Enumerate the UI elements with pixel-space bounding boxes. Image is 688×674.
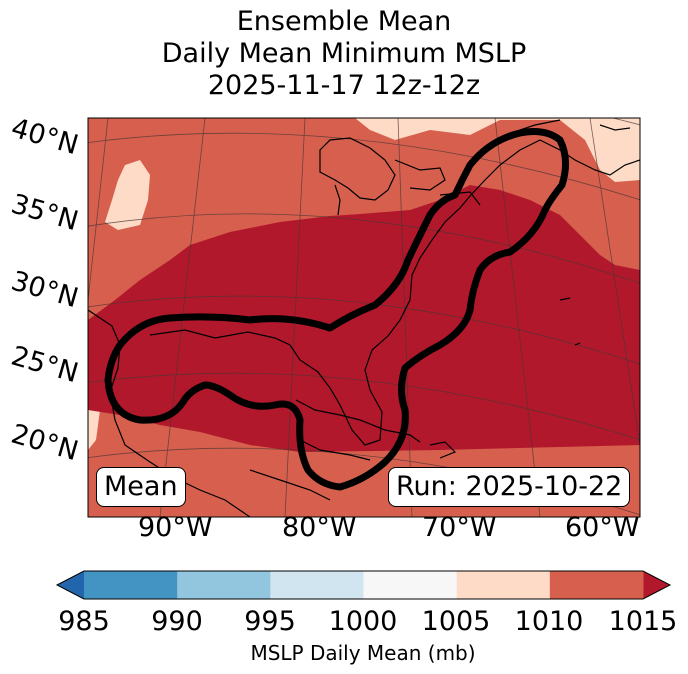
colorbar <box>55 570 672 600</box>
title-line-1: Ensemble Mean <box>236 6 452 37</box>
colorbar-over-arrow <box>643 571 670 599</box>
colorbar-tick-995: 995 <box>244 606 296 637</box>
colorbar-bin-1010-1015 <box>549 571 644 599</box>
colorbar-bin-1000-1005 <box>363 571 458 599</box>
coastlines <box>88 119 640 517</box>
graticule <box>88 118 640 517</box>
colorbar-tick-990: 990 <box>151 606 203 637</box>
colorbar-tick-985: 985 <box>58 606 110 637</box>
map-panel <box>88 118 640 517</box>
colorbar-tick-1015: 1015 <box>608 606 678 637</box>
colorbar-bin-995-1000 <box>270 571 364 599</box>
run-date-badge: Run: 2025-10-22 <box>388 467 631 507</box>
colorbar-label: MSLP Daily Mean (mb) <box>250 641 476 665</box>
pressure-high-patch-west <box>105 160 150 230</box>
lon-label-90w: 90°W <box>138 512 213 543</box>
colorbar-bin-985-990 <box>84 571 178 599</box>
colorbar-tick-1005: 1005 <box>421 606 491 637</box>
pressure-high-patch-ne <box>355 118 640 182</box>
map-frame <box>87 117 641 518</box>
colorbar-bin-990-995 <box>177 571 271 599</box>
mean-pressure-contour <box>104 128 569 491</box>
mean-badge: Mean <box>96 467 186 507</box>
colorbar-tick-1010: 1010 <box>514 606 584 637</box>
title-line-3: 2025-11-17 12z-12z <box>207 70 481 101</box>
colorbar-under-arrow <box>57 571 84 599</box>
colorbar-tick-1000: 1000 <box>328 606 398 637</box>
title-line-2: Daily Mean Minimum MSLP <box>161 38 527 69</box>
lon-label-70w: 70°W <box>422 512 497 543</box>
lon-label-80w: 80°W <box>282 512 357 543</box>
colorbar-outline <box>55 570 672 600</box>
lon-label-60w: 60°W <box>565 512 640 543</box>
colorbar-bin-1005-1010 <box>456 571 551 599</box>
